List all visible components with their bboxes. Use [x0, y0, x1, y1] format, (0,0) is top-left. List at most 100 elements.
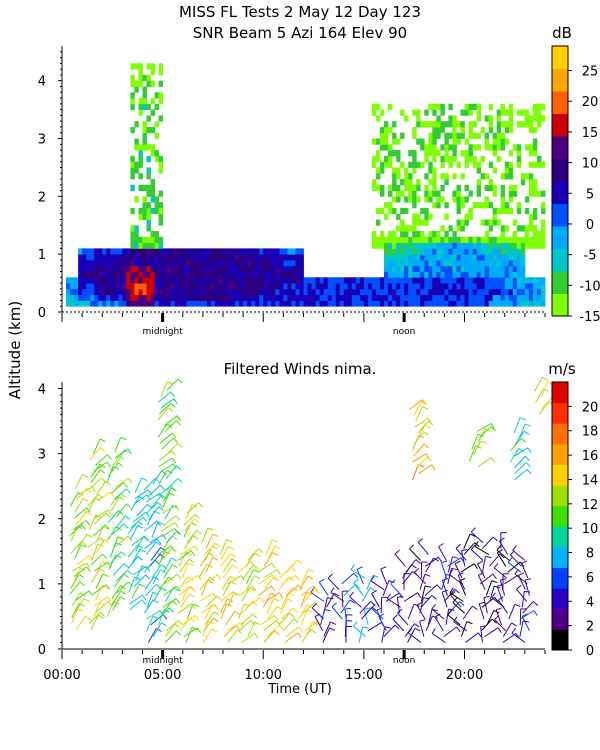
snr-cell: [468, 144, 473, 151]
wind-barb-flag: [123, 523, 129, 529]
wind-barb: [323, 597, 328, 614]
snr-cell: [500, 103, 506, 110]
wind-barb: [370, 607, 384, 620]
snr-cell: [130, 63, 135, 70]
snr-cell: [263, 294, 268, 301]
snr-cell: [452, 300, 457, 307]
snr-cell: [488, 236, 494, 243]
wind-barb-flag: [493, 562, 499, 569]
snr-cell: [504, 121, 510, 128]
snr-cell: [142, 283, 147, 290]
wind-barb-flag: [208, 552, 215, 557]
snr-cell: [524, 288, 530, 296]
snr-cell: [219, 248, 224, 255]
wind-barb: [361, 587, 371, 602]
y-tick-label: 3: [38, 133, 46, 148]
snr-cell: [480, 248, 485, 255]
wind-barb-flag: [142, 594, 147, 601]
snr-cell: [444, 254, 449, 261]
snr-cell: [532, 138, 538, 145]
wind-barb: [75, 590, 90, 601]
snr-cell: [114, 288, 119, 296]
snr-cell: [404, 231, 409, 238]
wind-barb-flag: [451, 567, 458, 571]
snr-cell: [404, 277, 409, 284]
snr-cell: [295, 288, 300, 296]
snr-cell: [424, 190, 429, 197]
snr-cell: [476, 161, 481, 168]
snr-cell: [432, 300, 437, 307]
snr-cell: [464, 184, 469, 191]
wind-barb: [419, 597, 424, 614]
snr-cell: [412, 283, 417, 290]
snr-cell: [267, 288, 272, 296]
snr-cell: [520, 173, 526, 180]
wind-barb-flag: [137, 520, 144, 526]
snr-cell: [74, 300, 79, 307]
snr-cell: [210, 254, 216, 261]
snr-cell: [231, 300, 236, 307]
wind-barb: [263, 620, 277, 632]
wind-barb-flag: [310, 587, 315, 593]
snr-cell: [524, 236, 530, 243]
snr-cell: [408, 150, 413, 157]
wind-barb-flag: [251, 585, 257, 592]
wind-barb-flag: [186, 551, 192, 556]
wind-barb: [160, 381, 168, 397]
wind-barb-flag: [270, 585, 276, 592]
wind-barb-flag: [100, 611, 106, 617]
colorbar-swatch: [552, 546, 568, 568]
wind-barb-flag: [278, 624, 284, 630]
wind-barb: [88, 611, 101, 624]
snr-cell: [508, 167, 514, 174]
wind-barb: [514, 573, 528, 585]
wind-barb: [444, 588, 456, 602]
snr-cell: [412, 161, 417, 168]
snr-cell: [492, 236, 498, 243]
wind-barb: [516, 588, 528, 602]
snr-cell: [476, 190, 481, 197]
wind-barb: [247, 597, 261, 608]
snr-cell: [102, 254, 107, 261]
snr-cell: [130, 254, 135, 261]
snr-cell: [412, 225, 417, 232]
snr-cell: [134, 294, 139, 301]
snr-cell: [440, 127, 445, 134]
wind-barb-flag: [455, 543, 461, 549]
snr-cell: [150, 184, 155, 191]
snr-cell: [376, 138, 381, 145]
snr-cell: [412, 248, 417, 255]
wind-barb: [521, 616, 530, 632]
snr-cell: [186, 265, 192, 272]
snr-cell: [223, 288, 228, 296]
snr-cell: [271, 265, 276, 272]
snr-cell: [146, 236, 151, 243]
wind-barb: [94, 512, 107, 525]
wind-barb-flag: [86, 533, 93, 539]
snr-cell: [484, 184, 489, 191]
wind-barb-flag: [100, 537, 105, 544]
wind-barb-flag: [124, 515, 131, 520]
wind-barb-flag: [81, 524, 87, 530]
snr-cell: [424, 277, 429, 284]
snr-cell: [376, 167, 381, 174]
snr-cell: [444, 277, 449, 284]
snr-cell: [508, 109, 514, 116]
wind-barb: [76, 511, 87, 525]
wind-barb-flag: [414, 567, 420, 573]
wind-barb: [447, 614, 461, 626]
snr-cell: [492, 219, 498, 226]
snr-cell: [541, 103, 546, 110]
wind-barb-flag: [175, 515, 181, 521]
wind-barb-flag: [494, 597, 499, 603]
snr-cell: [452, 173, 457, 180]
wind-barb: [94, 509, 109, 519]
snr-cell: [198, 248, 204, 255]
snr-cell: [476, 167, 481, 174]
snr-cell: [512, 248, 518, 255]
snr-cell: [259, 265, 264, 272]
wind-barb-flag: [83, 597, 90, 603]
snr-cell: [444, 155, 449, 163]
snr-cell: [384, 254, 389, 261]
